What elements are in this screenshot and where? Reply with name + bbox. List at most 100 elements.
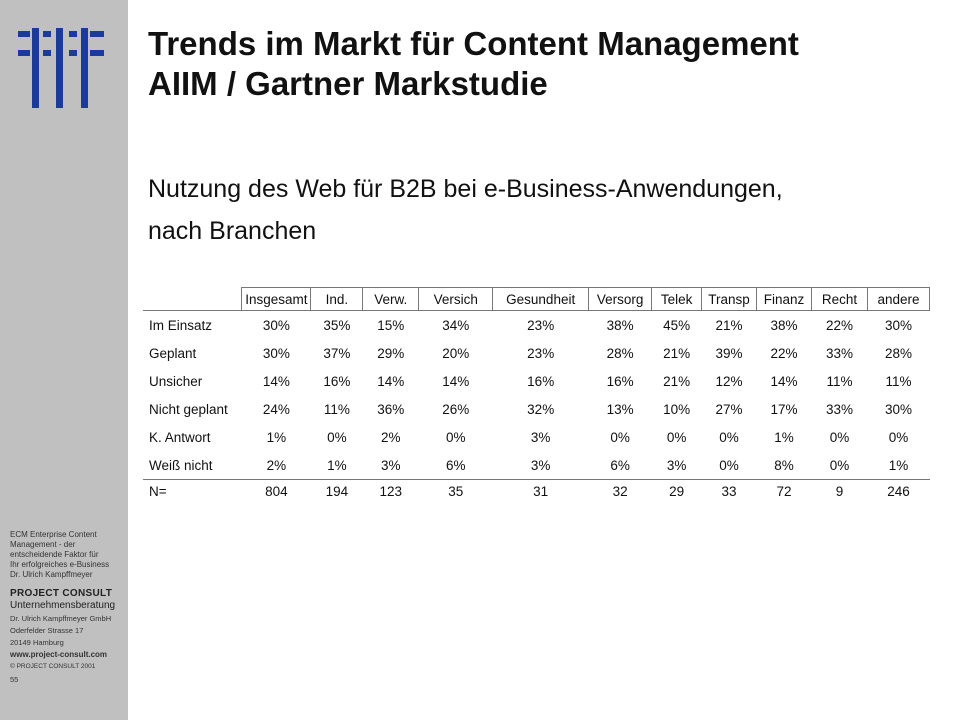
table-cell: 33%: [825, 345, 853, 361]
website-link[interactable]: www.project-consult.com: [10, 650, 108, 659]
table-cell: 3%: [381, 457, 401, 473]
table-cell: 13%: [606, 401, 634, 417]
table-cell: 8%: [774, 457, 794, 473]
table-cell: 24%: [262, 401, 290, 417]
sample-size-row: N= 804 194 123 35 31 32 29 33 72 9 246: [143, 479, 930, 502]
table-cell: 38%: [770, 317, 798, 333]
column-header: Ind.: [310, 287, 363, 311]
table-cell: 11%: [323, 401, 350, 417]
table-cell: 30%: [884, 317, 912, 333]
description-line: Dr. Ulrich Kampffmeyer: [10, 570, 93, 579]
page-number: 55: [10, 675, 19, 684]
table-cell: 804: [241, 479, 311, 502]
table-row: Nicht geplant 24% 11% 36% 26% 32% 13% 10% 27% 17%…: [143, 395, 930, 423]
table-cell: 3%: [530, 457, 551, 473]
table-cell: 9: [811, 479, 868, 502]
description-line: entscheidende Faktor für: [10, 550, 99, 559]
table-cell: 21%: [715, 317, 743, 333]
table-cell: 246: [867, 479, 930, 502]
table-cell: 22%: [770, 345, 798, 361]
copyright-notice: © PROJECT CONSULT 2001: [10, 663, 96, 670]
table-cell: 21%: [663, 373, 691, 389]
column-header: Insgesamt: [241, 287, 311, 311]
table-cell: 45%: [663, 317, 691, 333]
table-cell: 27%: [715, 401, 743, 417]
table-cell: 0%: [829, 429, 850, 445]
title-line-2: AIIM / Gartner Markstudie: [148, 65, 548, 102]
table-cell: 17%: [770, 401, 798, 417]
row-label: K. Antwort: [149, 429, 211, 445]
table-cell: 31: [492, 479, 589, 502]
table-cell: 39%: [715, 345, 743, 361]
table-cell: 12%: [715, 373, 743, 389]
table-cell: 14%: [377, 373, 405, 389]
table-cell: 0%: [610, 429, 630, 445]
table-cell: 28%: [606, 345, 634, 361]
row-label: Im Einsatz: [149, 317, 213, 333]
row-label: Nicht geplant: [149, 401, 228, 417]
table-cell: 37%: [323, 345, 351, 361]
table-cell: 0%: [666, 429, 687, 445]
table-cell: 34%: [442, 317, 470, 333]
table-cell: 14%: [770, 373, 798, 389]
description-line: ECM Enterprise Content: [10, 530, 97, 539]
slide-title: Trends im Markt für Content Management A…: [148, 24, 948, 104]
table-cell: 14%: [262, 373, 290, 389]
table-cell: 11%: [826, 373, 853, 389]
header-row: Insgesamt Ind. Verw. Versich Gesundheit …: [143, 287, 931, 311]
column-header: Transp: [701, 287, 757, 311]
table-cell: 15%: [377, 317, 405, 333]
table-cell: 3%: [530, 429, 551, 445]
table-cell: 35: [418, 479, 493, 502]
table-row: Unsicher 14% 16% 14% 14% 16% 16% 21% 12% 14% 11% 11…: [143, 367, 930, 395]
table-cell: 1%: [774, 429, 794, 445]
project-consult-logo-icon: [18, 28, 104, 108]
table-cell: 0%: [719, 457, 739, 473]
row-label: N=: [143, 479, 242, 502]
table-row: Im Einsatz 30% 35% 15% 34% 23% 38% 45% 21% 38% 22%…: [143, 311, 930, 340]
table-cell: 32: [588, 479, 652, 502]
table-cell: 0%: [829, 457, 850, 473]
table-cell: 29%: [377, 345, 405, 361]
city-address: 20149 Hamburg: [10, 638, 64, 647]
table-cell: 2%: [266, 457, 287, 473]
table-cell: 21%: [663, 345, 691, 361]
table-cell: 0%: [719, 429, 739, 445]
row-label: Unsicher: [149, 373, 203, 389]
table-cell: 3%: [666, 457, 687, 473]
table-cell: 30%: [262, 345, 290, 361]
table-row: K. Antwort 1% 0% 2% 0% 3% 0% 0% 0% 1% 0% 0%: [143, 423, 930, 451]
table-cell: 1%: [327, 457, 347, 473]
street-address: Oderfelder Strasse 17: [10, 626, 84, 635]
column-header: Gesundheit: [492, 287, 589, 311]
table-cell: 30%: [262, 317, 290, 333]
table-cell: 6%: [610, 457, 630, 473]
company-name: Dr. Ulrich Kampffmeyer GmbH: [10, 614, 112, 623]
sidebar-footer: ECM Enterprise Content Management - der …: [10, 530, 128, 686]
table-cell: 10%: [663, 401, 691, 417]
table-cell: 32%: [527, 401, 555, 417]
table-row: Geplant 30% 37% 29% 20% 23% 28% 21% 39% 22% 33% 28%: [143, 339, 930, 367]
table-cell: 14%: [442, 373, 470, 389]
table-cell: 16%: [323, 373, 351, 389]
sidebar: ECM Enterprise Content Management - der …: [0, 0, 128, 720]
table-cell: 0%: [327, 429, 347, 445]
table-cell: 16%: [606, 373, 634, 389]
table-cell: 23%: [527, 345, 555, 361]
subtitle-line-2: nach Branchen: [148, 217, 317, 245]
table-cell: 28%: [884, 345, 912, 361]
presentation-description: ECM Enterprise Content Management - der …: [10, 530, 128, 580]
table-cell: 194: [310, 479, 363, 502]
table-cell: 0%: [888, 429, 909, 445]
column-header: Verw.: [362, 287, 419, 311]
description-line: Ihr erfolgreiches e-Business: [10, 560, 110, 569]
table-cell: 6%: [445, 457, 466, 473]
table-cell: 26%: [442, 401, 470, 417]
table-cell: 30%: [884, 401, 912, 417]
brand-name: PROJECT CONSULT: [10, 588, 113, 599]
column-header: Versich: [418, 287, 493, 311]
table-cell: 23%: [527, 317, 555, 333]
row-label: Geplant: [149, 345, 197, 361]
brand-subtitle: Unternehmensberatung: [10, 600, 116, 611]
subtitle-line-1: Nutzung des Web für B2B bei e-Business-A…: [148, 175, 783, 203]
